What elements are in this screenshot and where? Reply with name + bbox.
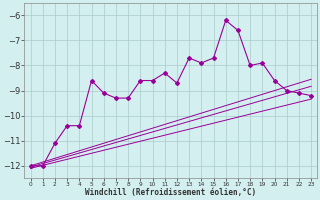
X-axis label: Windchill (Refroidissement éolien,°C): Windchill (Refroidissement éolien,°C) (85, 188, 256, 197)
